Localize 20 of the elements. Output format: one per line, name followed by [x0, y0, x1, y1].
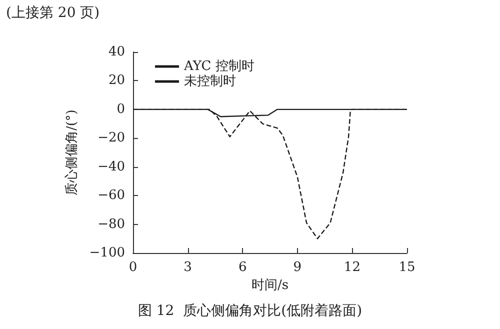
y-tick-label: 40 [108, 44, 125, 60]
text: 图 12 质心侧偏角对比(低附着路面) [138, 303, 362, 319]
y-tick-label: −100 [89, 246, 125, 260]
x-tick-label: 9 [293, 260, 302, 275]
y-tick-label: −40 [98, 159, 125, 174]
y-tick-label: 20 [108, 73, 125, 88]
x-tick-label: 0 [128, 260, 138, 275]
text: (上接第 20 页) [6, 5, 100, 21]
y-tick-label: −60 [98, 188, 125, 204]
y-tick-label: −80 [98, 216, 125, 232]
x-tick-label: 12 [344, 260, 360, 275]
x-tick-label: 6 [238, 260, 247, 275]
y-axis-title: 质心侧偏角/(°) [63, 109, 80, 196]
y-tick-label: −20 [98, 130, 125, 146]
y-tick-label: 0 [116, 102, 125, 117]
x-tick-label: 3 [184, 260, 192, 275]
legend-label: AYC 控制时 [183, 59, 254, 74]
x-axis-title: 时间/s [251, 278, 289, 293]
x-tick-label: 15 [398, 260, 416, 275]
legend-label: 未控制时 [184, 74, 236, 89]
